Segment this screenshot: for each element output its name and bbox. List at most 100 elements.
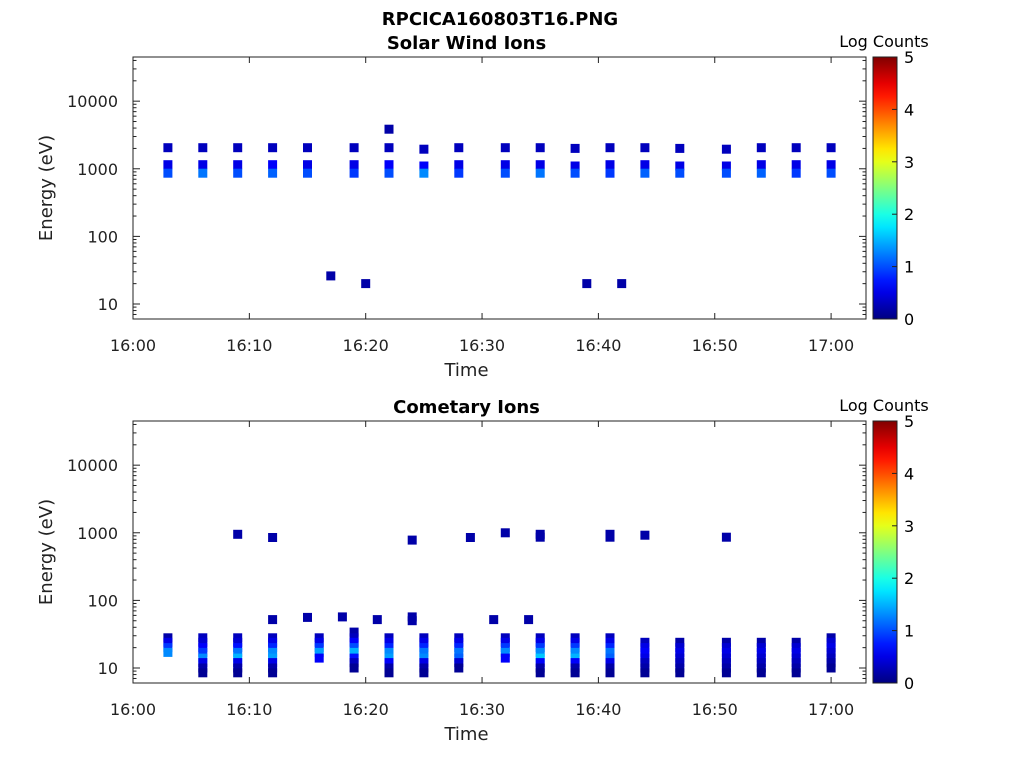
heatmap-cell [570,643,580,653]
colorbar-tick-label: 5 [904,48,914,67]
heatmap-cell [570,658,580,668]
heatmap-cell [500,528,510,538]
x-tick-label: 16:30 [459,336,505,355]
heatmap-cell [640,143,650,153]
heatmap-cell [384,658,394,668]
heatmap-cell [826,647,836,657]
heatmap-cell [570,668,580,678]
heatmap-cell [605,168,615,178]
heatmap-cell [454,168,464,178]
heatmap-cell [163,168,173,178]
heatmap-cell [640,663,650,673]
heatmap-cell [640,658,650,668]
y-tick-label: 100 [87,227,118,246]
heatmap-cell [605,532,615,542]
heatmap-cell [233,663,243,673]
heatmap-cell [721,658,731,668]
x-tick-label: 16:20 [343,700,389,719]
heatmap-cell [268,647,278,657]
heatmap-cell [454,143,464,153]
heatmap-cell [582,279,592,289]
heatmap-cell [500,168,510,178]
heatmap-cell [163,143,173,153]
x-tick-label: 16:50 [692,336,738,355]
heatmap-cell [454,160,464,170]
heatmap-cell [791,160,801,170]
heatmap-cell [454,637,464,647]
heatmap-cell [721,532,731,542]
heatmap-cell [303,160,312,170]
heatmap-cell [233,643,243,653]
heatmap-cell [303,143,312,153]
heatmap-cell [791,643,801,653]
heatmap-cell [349,168,359,178]
heatmap-cell [675,143,685,153]
heatmap-cell [791,647,801,657]
heatmap-cell [419,168,429,178]
heatmap-cell [640,160,650,170]
heatmap-cell [163,643,173,653]
heatmap-cell [721,161,731,171]
heatmap-cell [675,647,685,657]
heatmap-cell [233,168,243,178]
heatmap-cell [268,143,278,153]
heatmap-cell [524,615,534,625]
colorbar-label: Log Counts [839,32,929,51]
colorbar-gradient [872,420,898,684]
heatmap-cell [605,143,615,153]
heatmap-cell [465,533,475,542]
heatmap-cell [500,653,510,663]
heatmap-cell [268,168,278,178]
heatmap-cell [791,637,801,647]
heatmap-cell [268,668,278,678]
heatmap-cell [791,663,801,673]
heatmap-cell [384,647,394,657]
heatmap-cell [535,658,545,668]
colorbar: Log Counts 0 1 2 3 4 5 [839,32,929,329]
heatmap-cell [233,647,243,657]
heatmap-cell [349,647,359,657]
heatmap-cell [454,663,464,673]
heatmap-cell [826,658,836,668]
x-tick-label: 16:40 [575,700,621,719]
heatmap-cell [826,160,836,170]
colorbar-gradient [872,56,898,320]
x-tick-label: 16:40 [575,336,621,355]
x-axis-label: Time [443,360,488,381]
heatmap-cell [570,663,580,673]
heatmap-cell [163,160,173,170]
heatmap-cell [268,615,278,625]
heatmap-cell [384,168,394,178]
heatmap-cell [268,663,278,673]
heatmap-cell [419,668,429,678]
heatmap-cell [617,279,627,289]
heatmap-cell [535,647,545,657]
heatmap-cell [454,647,464,657]
panel-solar-wind-ions: 16:00 16:10 16:20 16:30 16:40 16:50 17:0010100… [36,32,929,381]
heatmap-cell [361,279,371,289]
heatmap-cell [454,643,464,653]
heatmap-cell [233,143,243,153]
heatmap-cell [384,160,394,170]
heatmap-cell [268,637,278,647]
heatmap-cell [535,637,545,647]
heatmap-cell [756,668,766,678]
plot-area [132,56,867,320]
heatmap-cell [419,643,429,653]
colorbar-tick-label: 2 [904,205,914,224]
heatmap-cell [756,637,766,647]
heatmap-cell [640,637,650,647]
x-tick-label: 16:30 [459,700,505,719]
y-axis-label: Energy (eV) [36,135,57,241]
colorbar: Log Counts 0 1 2 3 4 5 [839,396,929,693]
heatmap-cell [675,168,685,178]
heatmap-cell [489,615,499,625]
heatmap-cell [756,168,766,178]
panel-cometary-ions: 16:00 16:10 16:20 16:30 16:40 16:50 17:0010100… [36,396,929,745]
y-tick-label: 10000 [67,92,118,111]
heatmap-cell [419,161,429,171]
heatmap-cell [384,663,394,673]
heatmap-cell [419,144,429,154]
heatmap-cell [407,535,417,545]
heatmap-cell [791,658,801,668]
